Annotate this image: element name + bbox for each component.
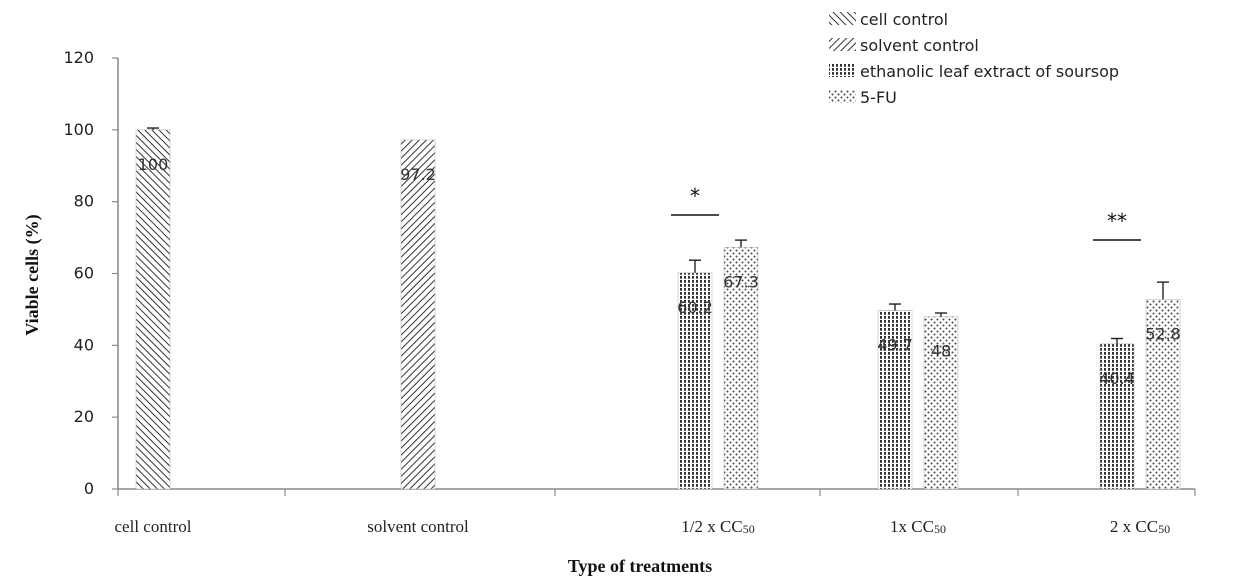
x-tick-label: cell control — [115, 517, 192, 536]
y-tick-label: 80 — [74, 192, 94, 211]
error-bars — [147, 127, 1169, 344]
y-tick-label: 60 — [74, 264, 94, 283]
y-tick-label: 120 — [63, 48, 94, 67]
x-tick-label: 1x CC50 — [890, 517, 946, 536]
legend-label: ethanolic leaf extract of soursop — [860, 62, 1119, 81]
data-label: 52.8 — [1145, 324, 1181, 343]
legend-label: 5-FU — [860, 88, 897, 107]
significance-marker: ** — [1107, 209, 1127, 233]
bar — [135, 129, 171, 490]
bars — [135, 129, 1181, 490]
bar — [923, 316, 959, 490]
x-axis: cell control solvent control 1/2 x CC50 1x … — [115, 488, 1196, 536]
bar — [677, 272, 713, 490]
x-tick-label: 1/2 x CC50 — [681, 517, 754, 536]
legend-label: cell control — [860, 10, 948, 29]
data-label: 49.7 — [877, 335, 913, 354]
significance-marker: * — [690, 184, 700, 208]
legend-label: solvent control — [860, 36, 979, 55]
y-tick-label: 100 — [63, 120, 94, 139]
data-labels: 100 97.2 60.2 49.7 40.4 67.3 48 52.8 — [138, 155, 1181, 388]
bar — [1099, 343, 1135, 490]
legend-swatch — [829, 12, 856, 25]
significance-markers: *** — [671, 184, 1141, 241]
data-label: 100 — [138, 155, 169, 174]
data-label: 40.4 — [1099, 369, 1135, 388]
y-tick-label: 0 — [84, 479, 94, 498]
legend-swatch — [829, 38, 856, 51]
data-label: 48 — [931, 342, 951, 361]
bar — [400, 139, 436, 490]
bar — [1145, 299, 1181, 490]
y-axis: 0 20 40 60 80 100 120 — [63, 48, 119, 498]
bar — [877, 310, 913, 490]
x-tick-label: solvent control — [367, 517, 469, 536]
y-tick-label: 40 — [74, 335, 94, 354]
x-ticks: cell control solvent control 1/2 x CC50 1x … — [115, 489, 1196, 536]
data-label: 60.2 — [677, 298, 713, 317]
legend: cell control solvent control ethanolic lea… — [829, 10, 1119, 107]
y-axis-title: Viable cells (%) — [22, 214, 43, 335]
legend-swatch — [829, 64, 856, 77]
y-tick-label: 20 — [74, 407, 94, 426]
bar — [723, 246, 759, 490]
data-label: 67.3 — [723, 272, 759, 291]
data-label: 97.2 — [400, 165, 436, 184]
x-axis-title: Type of treatments — [568, 556, 712, 576]
legend-swatch — [829, 90, 856, 103]
x-tick-label: 2 x CC50 — [1110, 517, 1170, 536]
y-ticks: 0 20 40 60 80 100 120 — [63, 48, 118, 498]
